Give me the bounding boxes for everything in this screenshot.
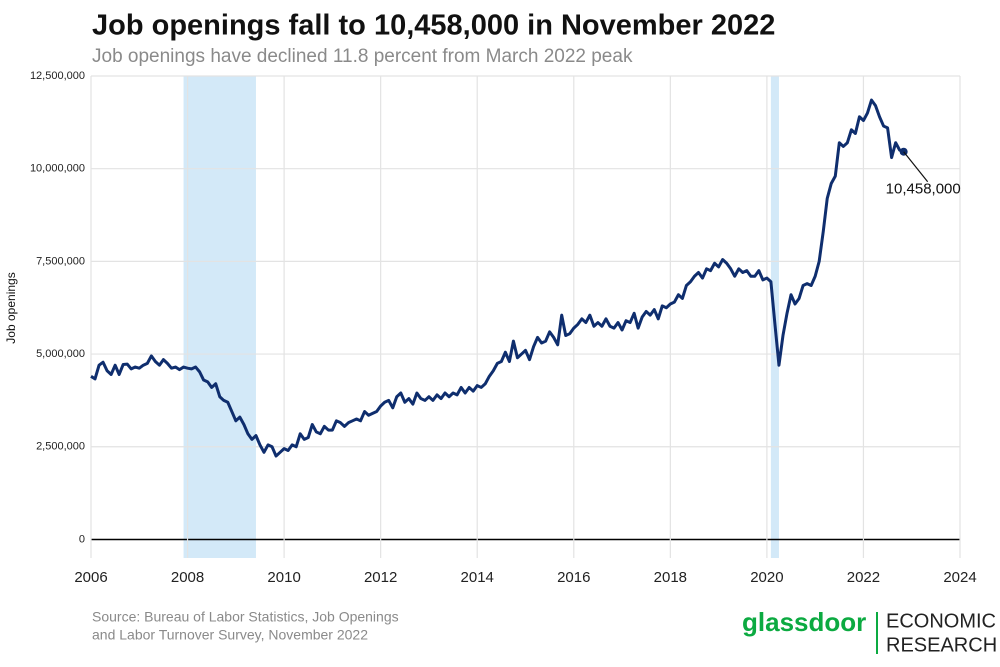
logo-divider xyxy=(876,612,878,654)
x-tick-label: 2024 xyxy=(943,569,976,586)
logo-text: ECONOMIC xyxy=(886,610,996,632)
y-tick-label: 5,000,000 xyxy=(36,348,85,360)
logo-text: RESEARCH xyxy=(886,634,997,656)
annotation-leader xyxy=(903,151,929,183)
recession-band xyxy=(183,76,256,558)
logo: glassdoor xyxy=(742,607,866,637)
chart-subtitle: Job openings have declined 11.8 percent … xyxy=(92,46,633,67)
chart-title: Job openings fall to 10,458,000 in Novem… xyxy=(92,10,775,42)
x-tick-label: 2014 xyxy=(461,569,494,586)
x-tick-label: 2018 xyxy=(654,569,687,586)
y-axis-label: Job openings xyxy=(4,272,18,343)
y-tick-label: 0 xyxy=(79,533,85,545)
x-tick-label: 2008 xyxy=(171,569,204,586)
y-tick-label: 7,500,000 xyxy=(36,255,85,267)
x-tick-label: 2012 xyxy=(364,569,397,586)
y-tick-label: 12,500,000 xyxy=(30,70,85,82)
x-tick-label: 2020 xyxy=(750,569,783,586)
source: and Labor Turnover Survey, November 2022 xyxy=(92,627,368,643)
x-tick-label: 2022 xyxy=(847,569,880,586)
data-line xyxy=(90,98,905,458)
y-tick-label: 2,500,000 xyxy=(36,441,85,453)
x-tick-label: 2010 xyxy=(267,569,300,586)
x-tick-label: 2006 xyxy=(74,569,107,586)
x-tick-label: 2016 xyxy=(557,569,590,586)
y-tick-label: 10,000,000 xyxy=(30,163,85,175)
annotation: 10,458,000 xyxy=(886,181,961,198)
source: Source: Bureau of Labor Statistics, Job … xyxy=(92,609,399,625)
